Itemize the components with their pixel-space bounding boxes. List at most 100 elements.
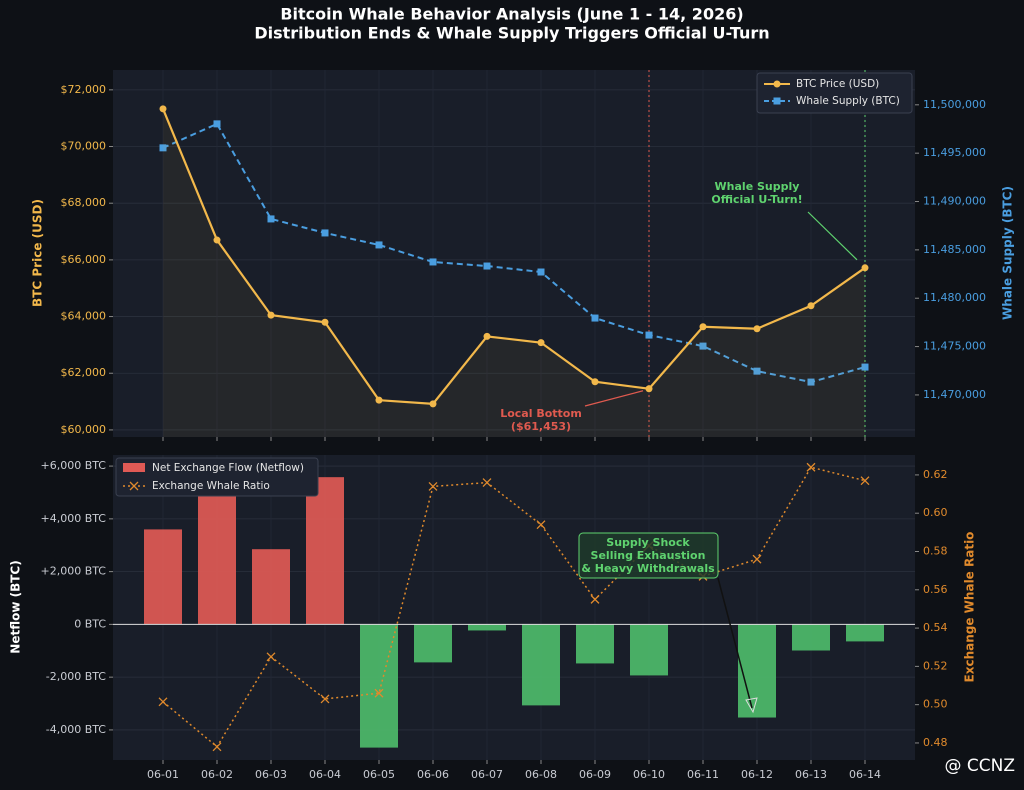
legend-label: Exchange Whale Ratio bbox=[152, 480, 270, 492]
x-tick-label: 06-04 bbox=[309, 768, 341, 781]
point bbox=[482, 478, 492, 488]
price-area bbox=[163, 108, 865, 437]
x-tick-label: 06-07 bbox=[471, 768, 503, 781]
bottom-plot-area bbox=[113, 455, 915, 760]
annotation: & Heavy Withdrawals bbox=[581, 562, 715, 575]
point bbox=[590, 594, 600, 604]
y2-tick-label: 0.50 bbox=[923, 698, 948, 711]
point bbox=[537, 268, 545, 276]
annotation: Whale Supply bbox=[715, 180, 800, 193]
legend-label: BTC Price (USD) bbox=[796, 78, 879, 90]
point bbox=[860, 476, 870, 486]
point bbox=[752, 554, 762, 564]
y-axis-label: Netflow (BTC) bbox=[9, 560, 23, 653]
y-tick-label: -2,000 BTC bbox=[46, 670, 107, 683]
bar bbox=[738, 624, 776, 718]
point bbox=[699, 342, 707, 350]
point bbox=[320, 694, 330, 704]
line bbox=[161, 108, 866, 405]
point bbox=[321, 229, 329, 237]
point bbox=[807, 378, 815, 386]
point bbox=[212, 742, 222, 752]
annotation: Selling Exhaustion bbox=[591, 549, 706, 562]
x-tick-label: 06-09 bbox=[579, 768, 611, 781]
y2-tick-label: 11,475,000 bbox=[923, 340, 986, 353]
x-tick-label: 06-06 bbox=[417, 768, 449, 781]
point bbox=[537, 339, 545, 347]
point bbox=[374, 688, 384, 698]
chart-title: Bitcoin Whale Behavior Analysis (June 1 … bbox=[280, 5, 743, 24]
point bbox=[807, 302, 815, 310]
bar bbox=[630, 624, 668, 676]
point bbox=[591, 314, 599, 322]
point bbox=[213, 120, 221, 128]
point bbox=[699, 323, 707, 331]
y2-tick-label: 0.52 bbox=[923, 659, 948, 672]
legend-label: Net Exchange Flow (Netflow) bbox=[152, 462, 304, 474]
legend-label: Whale Supply (BTC) bbox=[796, 95, 900, 107]
bar bbox=[144, 529, 182, 625]
y-tick-label: $64,000 bbox=[61, 310, 107, 323]
y2-tick-label: 11,500,000 bbox=[923, 98, 986, 111]
y2-tick-label: 0.54 bbox=[923, 621, 948, 634]
y2-tick-label: 11,480,000 bbox=[923, 291, 986, 304]
y2-tick-label: 11,470,000 bbox=[923, 388, 986, 401]
point bbox=[806, 462, 816, 472]
x-tick-label: 06-10 bbox=[633, 768, 665, 781]
y-tick-label: +2,000 BTC bbox=[40, 565, 106, 578]
y2-axis-label: Exchange Whale Ratio bbox=[963, 532, 977, 683]
point bbox=[483, 262, 491, 270]
y2-tick-label: 0.56 bbox=[923, 583, 948, 596]
point bbox=[645, 331, 653, 339]
y-tick-label: +6,000 BTC bbox=[40, 459, 106, 472]
point bbox=[536, 520, 546, 530]
y-tick-label: 0 BTC bbox=[74, 617, 106, 630]
point bbox=[645, 385, 653, 393]
annotation: Local Bottom bbox=[500, 407, 582, 420]
y2-tick-label: 0.58 bbox=[923, 544, 948, 557]
x-tick-label: 06-08 bbox=[525, 768, 557, 781]
x-tick-label: 06-11 bbox=[687, 768, 719, 781]
point bbox=[321, 318, 329, 326]
bar bbox=[414, 624, 452, 663]
y-tick-label: $60,000 bbox=[61, 423, 107, 436]
bar bbox=[468, 624, 506, 631]
y-tick-label: $66,000 bbox=[61, 253, 107, 266]
y-tick-label: $68,000 bbox=[61, 196, 107, 209]
annotation-arrow bbox=[584, 390, 644, 407]
y2-tick-label: 0.48 bbox=[923, 736, 948, 749]
annotation: ($61,453) bbox=[511, 420, 571, 433]
point bbox=[861, 363, 869, 371]
annotation-arrow bbox=[807, 211, 858, 261]
y-tick-label: +4,000 BTC bbox=[40, 512, 106, 525]
y-tick-label: $70,000 bbox=[61, 140, 107, 153]
line bbox=[162, 466, 866, 748]
y2-axis-label: Whale Supply (BTC) bbox=[1001, 186, 1015, 320]
bar bbox=[198, 481, 236, 625]
annotation-arrow bbox=[717, 577, 753, 709]
bar bbox=[252, 549, 290, 625]
point bbox=[753, 325, 761, 333]
bar bbox=[846, 624, 884, 642]
point bbox=[753, 367, 761, 375]
point bbox=[428, 481, 438, 491]
y-axis-label: BTC Price (USD) bbox=[31, 199, 45, 307]
chart-subtitle: Distribution Ends & Whale Supply Trigger… bbox=[254, 24, 769, 43]
legend-box bbox=[115, 457, 319, 497]
point bbox=[429, 258, 437, 266]
x-tick-label: 06-13 bbox=[795, 768, 827, 781]
bar bbox=[306, 477, 344, 625]
y-tick-label: -4,000 BTC bbox=[46, 723, 107, 736]
point bbox=[591, 378, 599, 386]
y2-tick-label: 11,490,000 bbox=[923, 195, 986, 208]
x-tick-label: 06-03 bbox=[255, 768, 287, 781]
point bbox=[159, 105, 167, 113]
point bbox=[267, 215, 275, 223]
bar bbox=[360, 624, 398, 748]
point bbox=[158, 697, 168, 707]
point bbox=[159, 144, 167, 152]
y-tick-label: $72,000 bbox=[61, 83, 107, 96]
legend-box bbox=[756, 72, 913, 114]
legend-marker bbox=[773, 80, 781, 88]
